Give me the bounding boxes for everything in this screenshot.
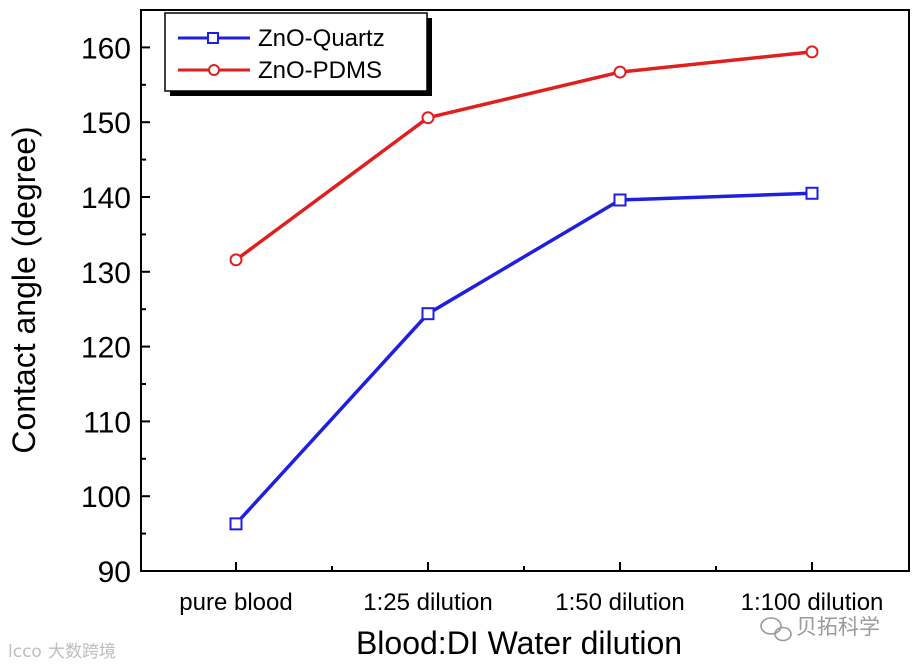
- data-point-zno-quartz: [229, 517, 243, 531]
- legend-marker-zno-pdms: [208, 64, 220, 76]
- watermark-right: 贝拓科学: [760, 615, 880, 642]
- data-point-zno-quartz: [805, 186, 819, 200]
- x-tick-label: 1:25 dilution: [363, 589, 492, 616]
- x-tick-label: pure blood: [179, 589, 292, 616]
- x-axis: pure blood 1:25 dilution 1:50 dilution 1:10…: [179, 562, 883, 616]
- series-line-zno-quartz: [234, 191, 813, 526]
- x-axis-title: Blood:DI Water dilution: [356, 625, 682, 661]
- watermark-left: lcco 大数跨境: [8, 642, 116, 662]
- y-tick-label: 150: [81, 107, 131, 140]
- y-tick-label: 120: [81, 332, 131, 365]
- y-axis: 90 100 110 120 130 140 150 160: [81, 32, 150, 589]
- legend: ZnO-Quartz ZnO-PDMS: [164, 12, 432, 96]
- watermark-left-text: 大数跨境: [48, 642, 116, 662]
- series-layer: [229, 45, 819, 531]
- data-point-zno-quartz: [613, 193, 627, 207]
- y-tick-label: 140: [81, 182, 131, 215]
- y-tick-label: 90: [98, 556, 131, 589]
- x-tick-label: 1:100 dilution: [741, 589, 884, 616]
- watermark-logo: lcco: [8, 642, 42, 662]
- y-tick-label: 130: [81, 257, 131, 290]
- wechat-icon: [760, 617, 792, 642]
- x-tick-label: 1:50 dilution: [555, 589, 684, 616]
- watermark-right-text: 贝拓科学: [796, 615, 880, 639]
- data-point-zno-pdms: [229, 253, 243, 267]
- legend-marker-zno-quartz: [207, 32, 219, 44]
- series-line-zno-pdms: [234, 50, 813, 262]
- legend-label: ZnO-Quartz: [258, 25, 385, 52]
- y-axis-title: Contact angle (degree): [6, 126, 42, 453]
- data-point-zno-pdms: [613, 65, 627, 79]
- data-point-zno-pdms: [421, 111, 435, 125]
- y-tick-label: 160: [81, 32, 131, 65]
- data-point-zno-pdms: [805, 45, 819, 59]
- legend-label: ZnO-PDMS: [258, 57, 382, 84]
- data-point-zno-quartz: [421, 307, 435, 321]
- y-tick-label: 100: [81, 481, 131, 514]
- legend-box: [164, 12, 428, 92]
- legend-entries: ZnO-Quartz ZnO-PDMS: [178, 25, 385, 84]
- y-tick-label: 110: [83, 406, 131, 439]
